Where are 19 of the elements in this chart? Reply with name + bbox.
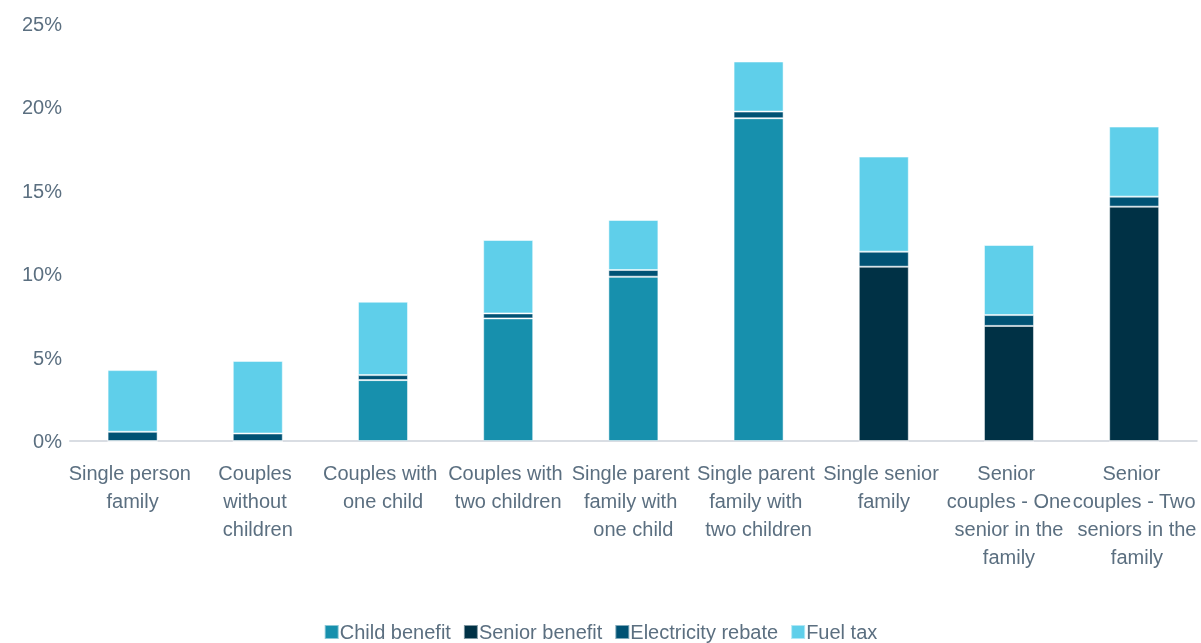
x-tick-label: Senior couples - One senior in the family <box>946 462 1072 568</box>
legend-label: Child benefit <box>339 621 452 643</box>
x-tick-label: Single parent family with two children <box>696 462 821 540</box>
y-tick-label: 10% <box>21 263 63 286</box>
y-tick-label: 15% <box>21 179 63 202</box>
y-tick-label: 25% <box>21 13 63 35</box>
x-tick-label: Single senior family <box>823 462 945 512</box>
x-tick-label: Couples with one child <box>322 462 444 512</box>
legend-label: Electricity rebate <box>630 621 779 643</box>
x-tick-label: Single person family <box>68 462 197 512</box>
y-tick-label: 5% <box>33 346 63 369</box>
x-tick-label: Single parent family with one child <box>571 462 696 540</box>
x-tick-label: Couples without children <box>218 462 298 540</box>
legend-label: Senior benefit <box>478 621 603 643</box>
x-tick-label: Senior couples - Two seniors in the family <box>1071 462 1197 568</box>
y-tick-label: 0% <box>33 430 63 452</box>
x-tick-label: Couples with two children <box>448 462 569 512</box>
y-tick-label: 20% <box>21 96 63 119</box>
legend-label: Fuel tax <box>806 621 878 643</box>
